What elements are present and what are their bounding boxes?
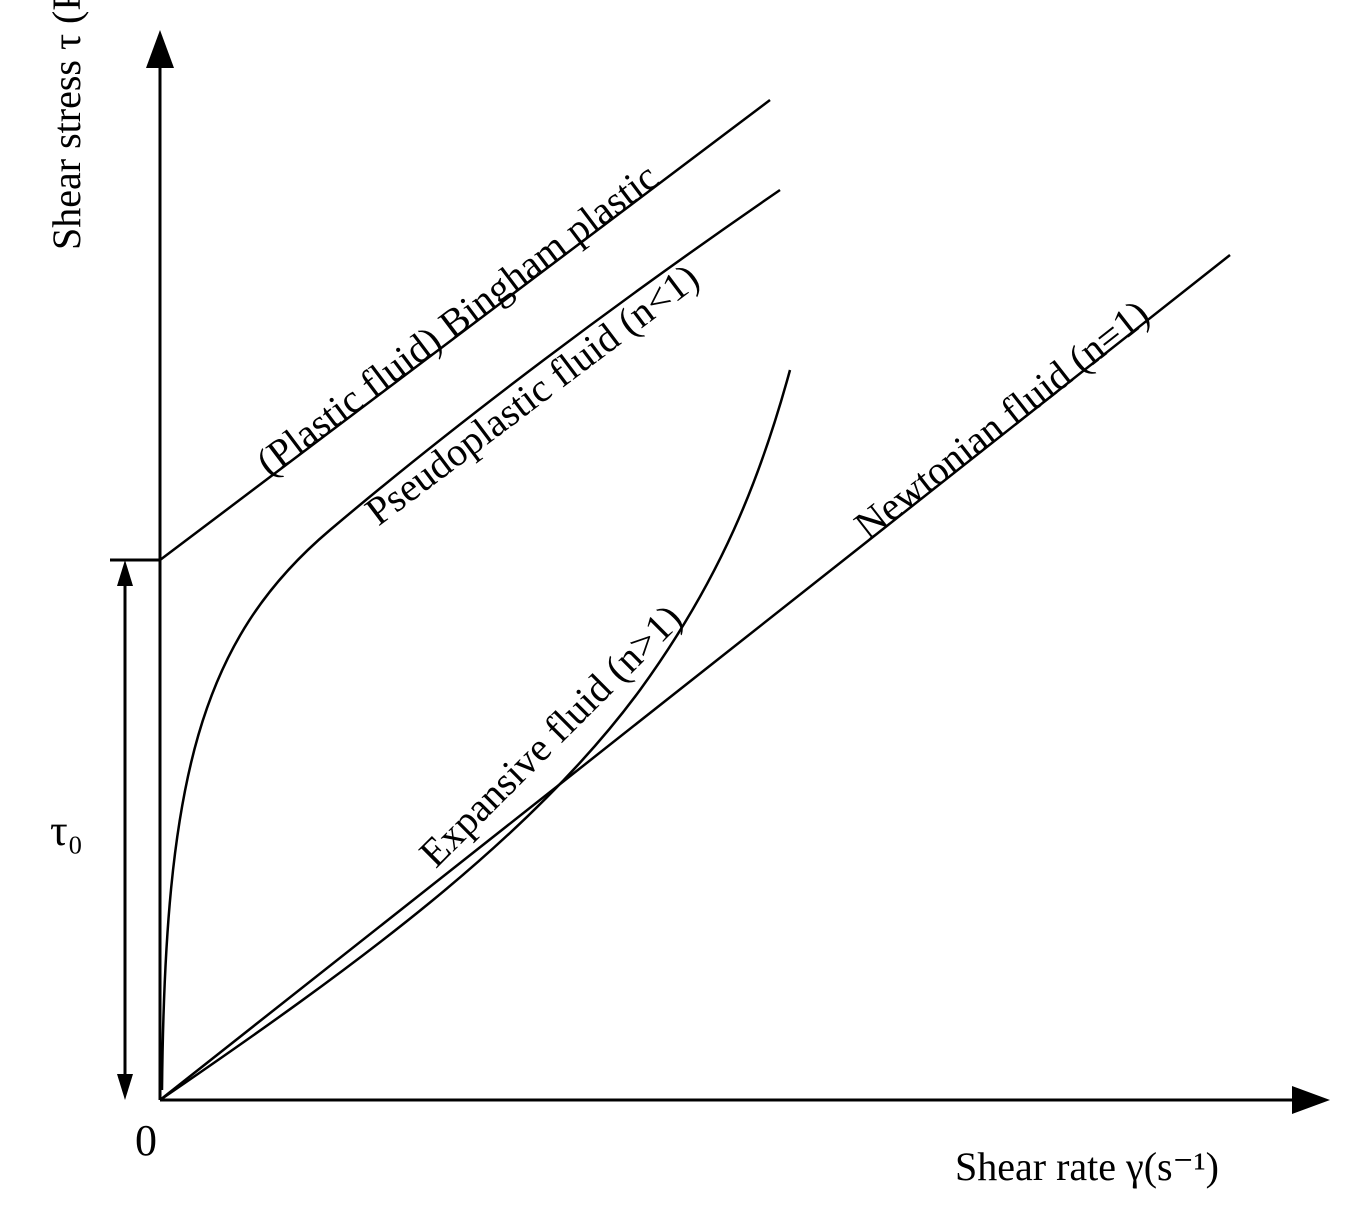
label-pseudoplastic: Pseudoplastic fluid (n<1)	[357, 254, 707, 534]
origin-label: 0	[135, 1116, 157, 1165]
curve-expansive	[160, 370, 790, 1100]
tau0-arrow-up	[117, 560, 133, 586]
label-expansive: Expansive fluid (n>1)	[410, 595, 690, 875]
x-axis-label: Shear rate γ(s⁻¹)	[955, 1144, 1219, 1189]
y-axis-label: Shear stress τ (Pa)	[44, 0, 89, 250]
label-newtonian: Newtonian fluid (n=1)	[846, 291, 1158, 548]
x-axis-arrowhead	[1292, 1086, 1330, 1114]
tau0-arrow-down	[117, 1074, 133, 1100]
y-axis-arrowhead	[146, 30, 174, 68]
tau0-label: τ₀	[50, 806, 83, 855]
